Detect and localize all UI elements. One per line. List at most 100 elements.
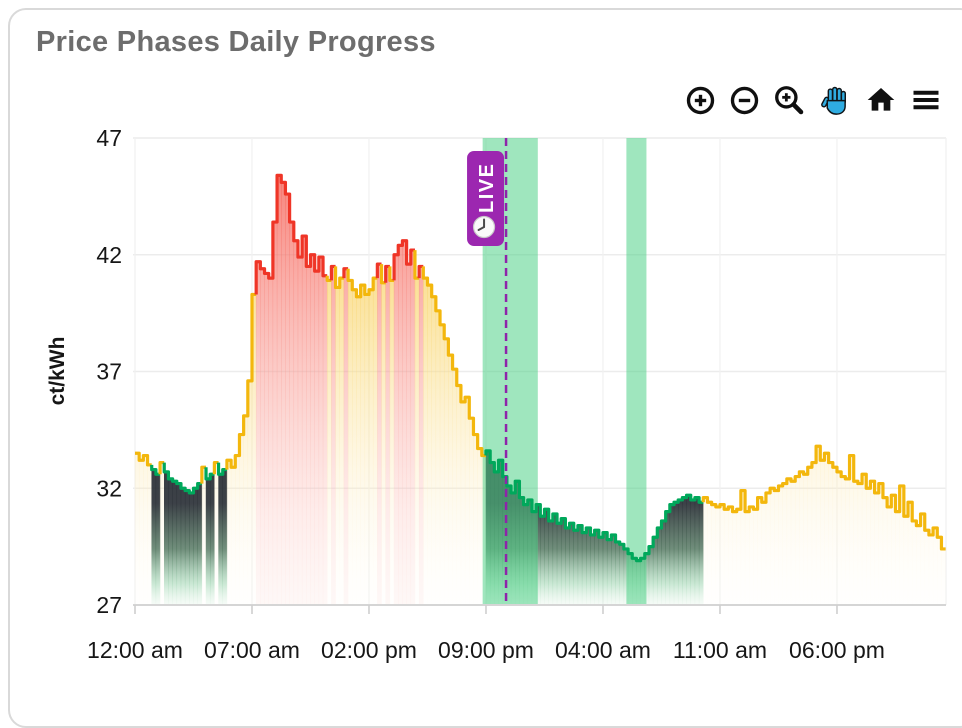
pan-button[interactable] xyxy=(818,84,852,116)
price-phase-fill xyxy=(314,271,320,605)
price-phase-fill xyxy=(155,474,161,605)
price-phase-fill xyxy=(289,222,295,605)
price-phase-fill xyxy=(151,469,157,605)
price-phase-fill xyxy=(134,453,140,605)
price-step-line-normal xyxy=(333,266,344,290)
price-phase-fill xyxy=(665,511,671,605)
price-phase-fill xyxy=(393,254,399,605)
price-phase-fill xyxy=(648,546,654,605)
price-phase-fill xyxy=(201,467,207,605)
price-phase-fill xyxy=(368,289,374,605)
price-phase-fill xyxy=(715,506,721,605)
price-step-line-high xyxy=(254,173,328,295)
y-tick-label: 47 xyxy=(96,125,122,151)
price-phase-fill xyxy=(293,240,299,606)
live-badge: LIVE xyxy=(467,151,505,246)
price-phase-fill xyxy=(744,511,750,605)
price-phase-fill xyxy=(343,268,349,605)
price-phase-fill xyxy=(774,490,779,605)
price-phase-fill xyxy=(460,401,466,605)
price-phase-fill xyxy=(464,397,470,605)
price-phase-fill xyxy=(832,467,838,605)
chart-toolbar xyxy=(685,84,942,116)
price-phase-fill xyxy=(895,511,900,605)
price-phase-fill xyxy=(272,222,278,605)
price-phase-fill xyxy=(661,520,666,605)
zoom-out-icon xyxy=(729,86,760,119)
price-phase-fill xyxy=(268,278,274,605)
menu-icon xyxy=(910,90,942,118)
price-phase-fill xyxy=(690,499,696,605)
price-phase-fill xyxy=(790,481,796,605)
price-step-line-normal xyxy=(135,451,152,467)
live-badge-label: LIVE xyxy=(476,163,498,213)
price-phase-fill xyxy=(456,385,462,605)
price-phase-fill xyxy=(840,476,846,605)
zoom-out-button[interactable] xyxy=(729,85,760,116)
price-phases-chart[interactable]: LIVE 27 32 37 42 47 12:00 am 07:00 am 02:00 pm 09… xyxy=(0,0,962,705)
price-phase-fill xyxy=(439,324,445,605)
zoom-in-button[interactable] xyxy=(685,85,716,116)
price-phase-fill xyxy=(932,527,938,605)
price-phase-fill xyxy=(172,481,178,605)
price-phase-fill xyxy=(719,504,725,605)
price-phase-fill xyxy=(251,294,257,605)
price-phase-fill xyxy=(214,462,219,605)
price-phase-fill xyxy=(916,525,921,605)
price-phase-fill xyxy=(803,474,808,605)
price-phase-fill xyxy=(619,544,625,605)
y-tick-label: 37 xyxy=(96,359,122,385)
price-phase-fill xyxy=(824,453,829,605)
price-phase-fill xyxy=(435,310,441,605)
price-phase-fill xyxy=(423,278,428,605)
price-phase-fill xyxy=(205,478,211,605)
price-phase-fill xyxy=(920,513,925,605)
price-phase-fill xyxy=(874,492,880,605)
menu-button[interactable] xyxy=(910,85,942,115)
reset-home-icon xyxy=(865,88,897,119)
price-phase-fill xyxy=(740,490,746,605)
price-phase-fill xyxy=(347,280,353,605)
price-phase-fill xyxy=(276,175,282,606)
price-phase-fill xyxy=(397,245,403,605)
price-phase-fill xyxy=(828,462,834,605)
price-phase-fill xyxy=(402,240,407,606)
price-phase-fill xyxy=(473,434,478,605)
price-phase-fill xyxy=(891,495,896,605)
price-phase-fill xyxy=(707,502,712,605)
price-phase-fill xyxy=(669,504,675,605)
x-tick-label: 09:00 pm xyxy=(438,637,534,663)
price-phase-fill xyxy=(230,467,236,605)
price-step-line-low xyxy=(216,462,227,476)
price-phase-fill xyxy=(410,250,416,605)
price-phase-fill xyxy=(698,502,704,605)
price-phase-fill xyxy=(544,509,549,605)
price-phase-fill xyxy=(297,257,303,605)
price-phase-fill xyxy=(886,506,892,605)
reset-home-button[interactable] xyxy=(865,84,897,116)
price-phase-fill xyxy=(911,520,917,605)
y-tick-label: 32 xyxy=(96,475,122,501)
price-step-line-normal xyxy=(701,444,946,551)
price-phase-fill xyxy=(736,509,742,605)
price-phase-fill xyxy=(573,530,579,605)
price-phase-fill xyxy=(732,511,737,605)
price-phase-fill xyxy=(318,257,324,605)
price-phase-fill xyxy=(477,448,483,605)
price-phase-fill xyxy=(686,495,691,605)
price-phase-fill xyxy=(535,504,541,605)
clock-icon xyxy=(472,215,496,239)
price-phase-fill xyxy=(556,523,562,605)
price-phase-fill xyxy=(799,471,804,605)
price-phase-fill xyxy=(590,534,595,605)
price-phase-fill xyxy=(703,497,708,605)
price-phase-fill xyxy=(381,282,386,605)
price-phase-fill xyxy=(189,492,194,605)
price-phase-fill xyxy=(677,499,683,605)
box-zoom-button[interactable] xyxy=(773,84,805,116)
price-phase-fill xyxy=(548,520,554,605)
pan-icon xyxy=(818,86,852,119)
price-phase-fill xyxy=(159,462,165,605)
price-phase-fill xyxy=(815,446,821,605)
price-phase-fill xyxy=(255,261,261,605)
